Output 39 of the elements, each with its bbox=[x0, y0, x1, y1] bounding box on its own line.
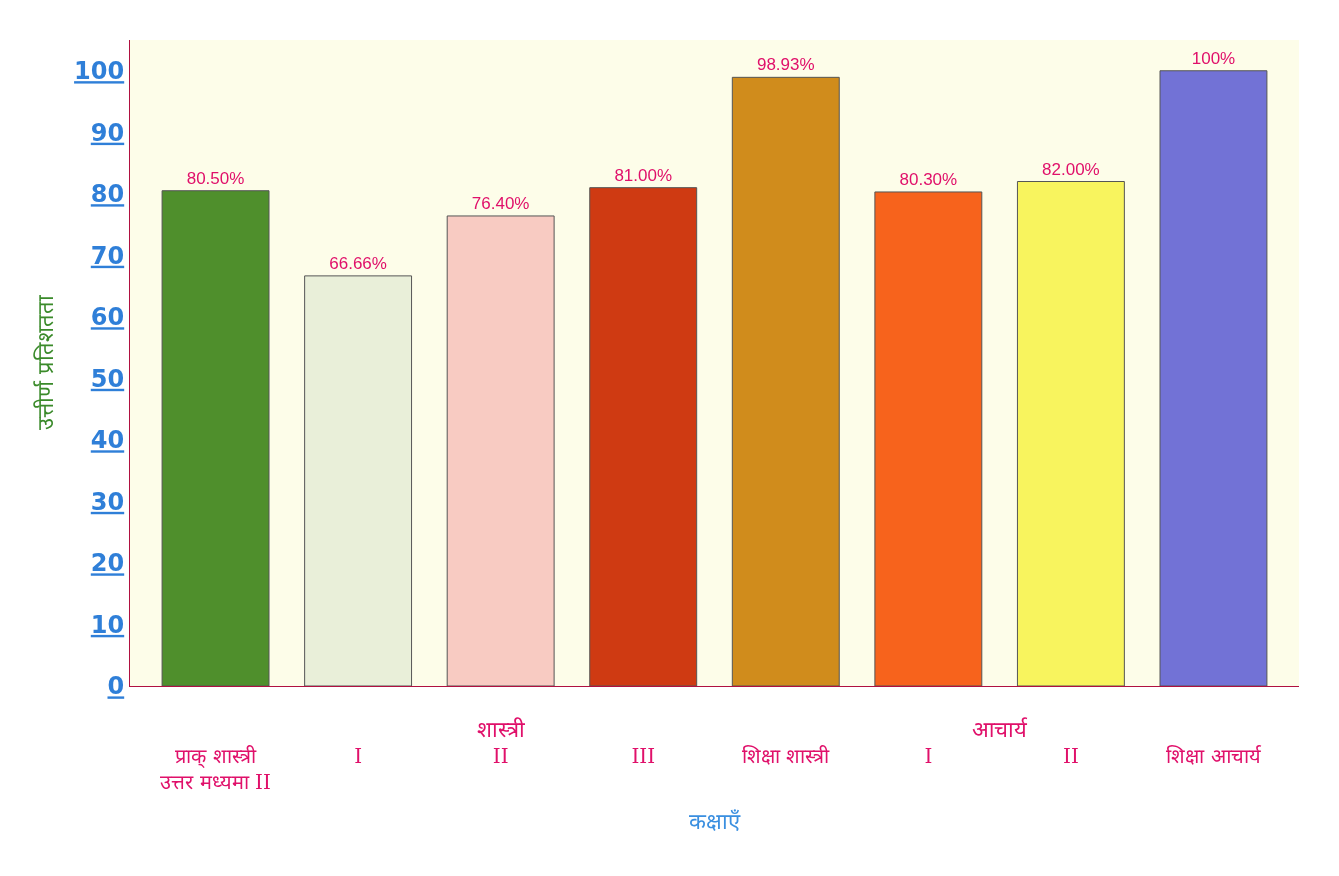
text: आचार्य bbox=[972, 717, 1028, 742]
bar bbox=[304, 275, 413, 686]
x-tick-label: शिक्षा शास्त्री bbox=[742, 744, 831, 768]
y-tick-label: 70 bbox=[90, 241, 125, 270]
text: शास्त्री bbox=[477, 717, 525, 742]
bar bbox=[874, 191, 983, 686]
y-tick-label: 90 bbox=[90, 118, 125, 147]
data-label: 98.93% bbox=[756, 55, 815, 75]
bar bbox=[731, 76, 840, 686]
bar bbox=[1159, 70, 1268, 686]
data-label: 82.00% bbox=[1042, 159, 1100, 179]
y-tick-label: 100 bbox=[74, 57, 125, 86]
y-axis-title: उत्तीर्ण प्रतिशतता bbox=[32, 295, 58, 431]
x-tick-label: शिक्षा आचार्य bbox=[1166, 744, 1262, 768]
y-tick-label: 30 bbox=[90, 487, 125, 516]
bar bbox=[1016, 181, 1125, 686]
y-tick-label: 0 bbox=[107, 672, 125, 701]
x-tick-label: प्राक् शास्त्री उत्तर मध्यमा II bbox=[160, 744, 271, 794]
x-tick-label: III bbox=[631, 744, 656, 768]
y-tick-label: 20 bbox=[90, 549, 125, 578]
y-tick-label: 10 bbox=[90, 610, 125, 639]
data-label: 81.00% bbox=[614, 165, 673, 185]
y-tick-label: 80 bbox=[90, 180, 125, 209]
data-label: 76.40% bbox=[471, 193, 530, 213]
x-tick-label: II bbox=[492, 744, 509, 768]
y-tick-label: 50 bbox=[90, 364, 125, 393]
data-label: 66.66% bbox=[329, 253, 387, 273]
x-tick-label: I bbox=[924, 744, 933, 768]
data-label: 100% bbox=[1191, 48, 1236, 68]
bar bbox=[161, 190, 270, 686]
bar bbox=[589, 187, 698, 686]
x-axis-title: कक्षाएँ bbox=[689, 808, 741, 834]
y-tick-label: 60 bbox=[90, 303, 125, 332]
x-tick-label: II bbox=[1062, 744, 1079, 768]
data-label: 80.30% bbox=[899, 169, 958, 189]
x-tick-label: I bbox=[354, 744, 363, 768]
y-tick-label: 40 bbox=[90, 426, 125, 455]
data-label: 80.50% bbox=[186, 168, 245, 188]
bar bbox=[446, 215, 555, 686]
